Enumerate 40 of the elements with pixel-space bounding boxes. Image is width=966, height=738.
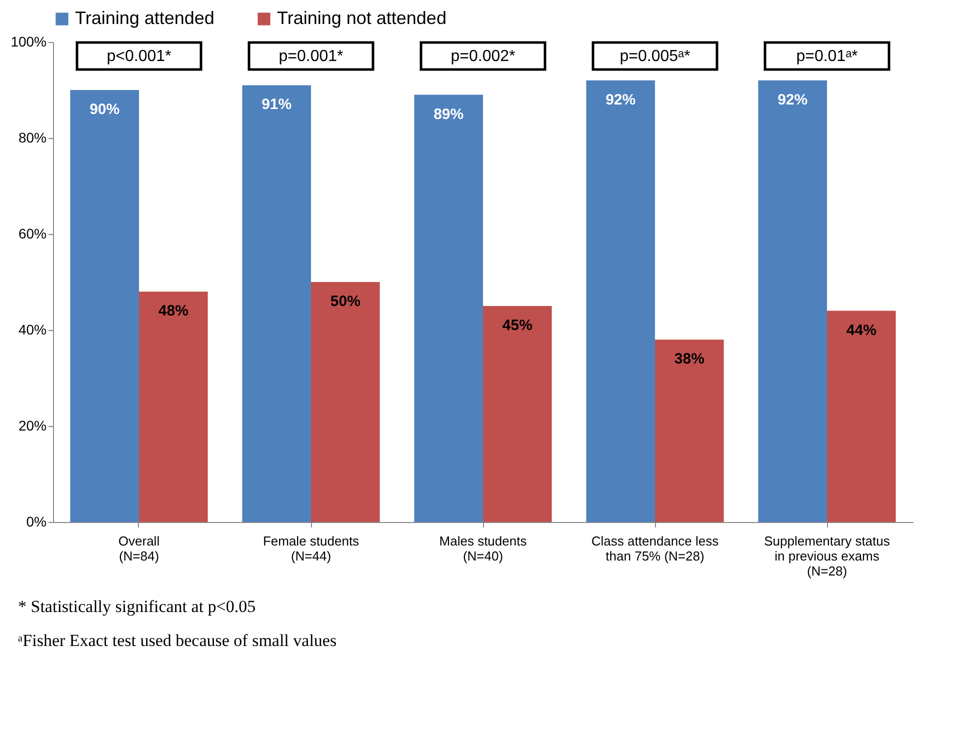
bar [139,292,208,522]
annotation: p=0.005ᵃ* [620,48,690,65]
text: * Statistically significant at p<0.05 [18,597,257,617]
legend-label: Training attended [75,8,214,28]
x-tick-label: Class attendance less than 75% (N=28) [591,534,720,564]
data-label: 90% [90,101,120,118]
annotation: p=0.001* [278,48,344,65]
legend-label: Training not attended [277,8,446,28]
text: ᵃFisher Exact test used because of small values [18,631,338,651]
annotation: p=0.01ᵃ* [796,48,858,65]
bar [758,80,827,522]
data-label: 92% [606,91,636,108]
data-label: 48% [158,302,188,320]
y-tick-label: 100% [10,34,46,50]
x-tick-label: Males students (N=40) [439,534,528,564]
bar [586,80,655,522]
y-tick-label: 20% [18,418,46,434]
x-tick-label: Supplementary status in previous exams (N=28) [764,534,890,578]
y-tick-label: 60% [18,226,46,242]
bar [827,310,896,522]
bar [242,85,311,522]
x-tick-label: Female students (N=44) [262,534,360,564]
annotation: p=0.002* [450,48,516,65]
bar [311,282,380,522]
data-label: 44% [846,322,876,339]
data-label: 89% [434,106,464,123]
x-tick-label: Overall (N=84) [118,534,160,564]
bar [70,90,139,522]
data-label: 50% [330,293,360,310]
data-label: 92% [778,91,808,108]
bar [414,94,483,522]
y-tick-label: 40% [18,322,46,338]
data-label: 38% [674,350,704,368]
y-tick-label: 80% [18,130,46,146]
y-tick-label: 0% [26,514,46,530]
bar [655,340,724,522]
data-label: 45% [502,317,532,334]
data-label: 91% [262,96,292,114]
annotation: p<0.001* [106,48,172,65]
bar [483,306,552,522]
